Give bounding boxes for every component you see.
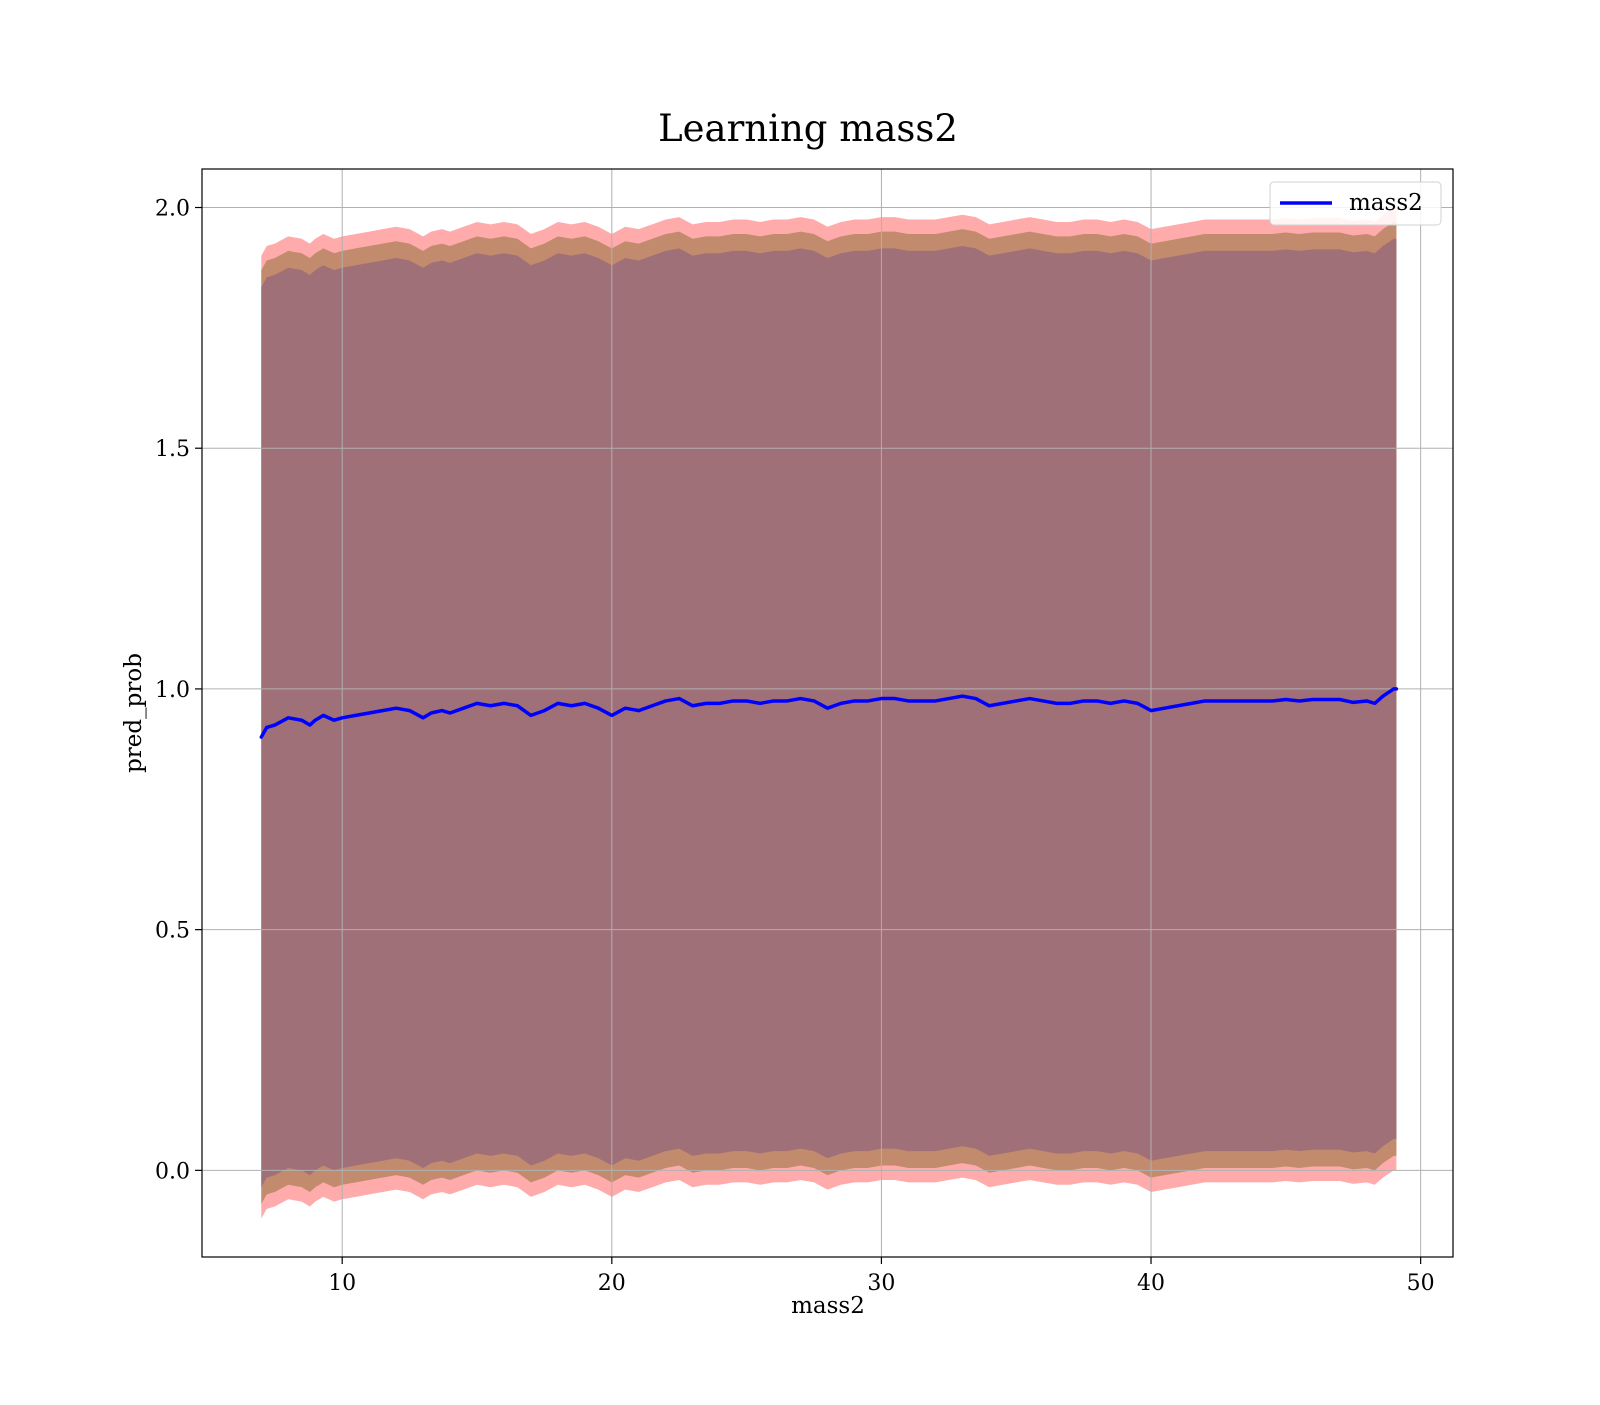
legend-box xyxy=(1269,181,1442,226)
plot-frame xyxy=(201,168,1454,1258)
x-tick-label: 20 xyxy=(598,1271,626,1296)
y-axis-ticks: 0.0 0.5 1.0 1.5 2.0 xyxy=(155,197,202,1184)
legend-label: mass2 xyxy=(1349,190,1423,216)
y-tick-label: 0.0 xyxy=(155,1159,190,1184)
y-tick-label: 1.5 xyxy=(155,437,190,462)
y-tick-label: 0.5 xyxy=(155,919,190,944)
confidence-bands xyxy=(261,207,1397,1219)
x-tick-label: 50 xyxy=(1407,1271,1435,1296)
x-tick-label: 30 xyxy=(867,1271,895,1296)
x-tick-label: 10 xyxy=(328,1271,356,1296)
series-layer xyxy=(259,687,1399,739)
chart-title: Learning mass2 xyxy=(658,107,958,150)
y-tick-label: 1.0 xyxy=(155,678,190,703)
legend: mass2 xyxy=(1269,181,1442,226)
y-axis-label: pred_prob xyxy=(121,653,147,773)
y-tick-label: 2.0 xyxy=(155,197,190,222)
x-axis-label: mass2 xyxy=(791,1293,865,1319)
series-line-mass2 xyxy=(259,687,1399,739)
x-tick-label: 40 xyxy=(1137,1271,1165,1296)
band-inner xyxy=(261,238,1397,1188)
x-axis-ticks: 10 20 30 40 50 xyxy=(328,1257,1435,1296)
grid-lines xyxy=(202,169,1453,1257)
